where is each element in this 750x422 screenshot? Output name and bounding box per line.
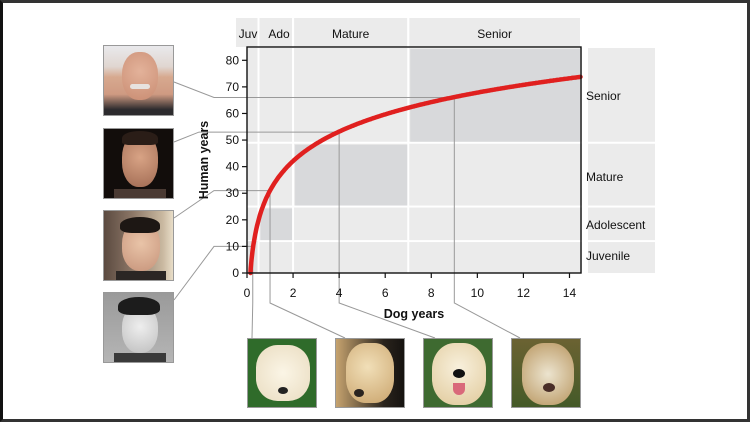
human-stage-labels: Senior Mature Adolescent Juvenile — [586, 89, 646, 263]
x-tick-label: 0 — [244, 286, 251, 300]
y-tick-label: 20 — [226, 213, 240, 227]
human-photo-senior — [103, 45, 174, 116]
dog-stage-label: Juv — [239, 27, 258, 41]
plot-frame — [246, 46, 582, 274]
dog-stage-band-header — [236, 18, 258, 47]
human-stage-label: Adolescent — [586, 218, 646, 232]
x-tick-label: 4 — [336, 286, 343, 300]
age-curve — [248, 74, 583, 276]
y-tick-label: 60 — [226, 106, 240, 120]
dog-stage-label: Ado — [268, 27, 290, 41]
y-tick-label: 30 — [226, 186, 240, 200]
y-tick-label: 80 — [226, 53, 240, 67]
highlight-senior — [410, 49, 580, 142]
human-photo-adolescent — [103, 210, 174, 281]
human-photo-mature — [103, 128, 174, 199]
y-axis-ticks: 0 10 20 30 40 50 60 70 80 — [226, 53, 247, 280]
dog-stage-label: Mature — [332, 27, 370, 41]
highlight-adolescent — [260, 208, 293, 241]
human-stage-label: Senior — [586, 89, 621, 103]
highlight-regions — [248, 49, 580, 273]
column-gap — [582, 18, 588, 278]
x-axis-ticks: 0 2 4 6 8 10 12 14 — [244, 273, 577, 300]
x-tick-label: 12 — [517, 286, 531, 300]
y-tick-label: 40 — [226, 160, 240, 174]
x-tick-label: 14 — [563, 286, 577, 300]
dog-photo-senior — [511, 338, 581, 408]
y-tick-label: 50 — [226, 133, 240, 147]
dog-photo-mature — [423, 338, 493, 408]
dog-stage-band-header — [294, 18, 408, 47]
dog-stage-band-header — [259, 18, 293, 47]
human-stage-label: Mature — [586, 170, 624, 184]
y-tick-label: 70 — [226, 80, 240, 94]
x-tick-label: 8 — [428, 286, 435, 300]
y-tick-label: 10 — [226, 239, 240, 253]
human-photo-juvenile — [103, 292, 174, 363]
x-tick-label: 2 — [290, 286, 297, 300]
y-tick-label: 0 — [232, 266, 239, 280]
x-axis-label: Dog years — [384, 307, 444, 321]
highlight-mature — [295, 144, 408, 206]
x-tick-label: 6 — [382, 286, 389, 300]
x-tick-label: 10 — [471, 286, 485, 300]
dog-stage-label: Senior — [477, 27, 512, 41]
dog-photo-juvenile — [247, 338, 317, 408]
connector-line — [173, 245, 254, 339]
dog-stage-band-header — [409, 18, 580, 47]
dog-stage-labels: Juv Ado Mature Senior — [239, 27, 512, 41]
y-axis-label: Human years — [197, 121, 211, 200]
human-stage-label: Juvenile — [586, 249, 630, 263]
dog-photo-adolescent — [335, 338, 405, 408]
